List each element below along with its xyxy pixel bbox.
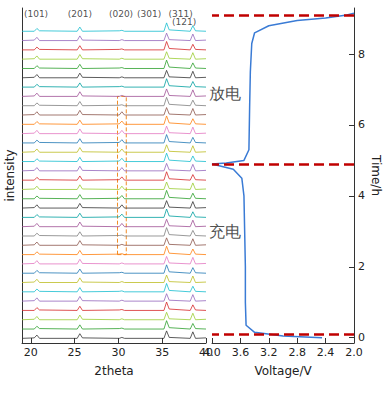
svg-text:2.4: 2.4: [317, 346, 335, 359]
svg-text:(101): (101): [24, 9, 48, 19]
svg-text:Voltage/V: Voltage/V: [254, 364, 312, 378]
svg-text:0: 0: [358, 331, 365, 344]
svg-text:2theta: 2theta: [94, 364, 133, 378]
svg-text:充电: 充电: [209, 222, 241, 241]
svg-text:35: 35: [155, 346, 169, 359]
svg-text:(311): (311): [168, 8, 193, 19]
svg-text:(020): (020): [109, 9, 133, 19]
svg-text:4: 4: [358, 189, 365, 202]
svg-text:intensity: intensity: [3, 149, 17, 201]
svg-text:2.8: 2.8: [288, 346, 306, 359]
svg-text:30: 30: [111, 346, 125, 359]
svg-text:8: 8: [358, 48, 365, 61]
svg-text:放电: 放电: [209, 84, 241, 103]
svg-text:Time/h: Time/h: [369, 154, 383, 196]
svg-text:(121): (121): [172, 17, 196, 27]
svg-text:6: 6: [358, 118, 365, 131]
svg-text:(201): (201): [68, 9, 92, 19]
svg-text:20: 20: [24, 346, 38, 359]
svg-text:2: 2: [358, 260, 365, 273]
svg-text:3.6: 3.6: [232, 346, 250, 359]
svg-text:25: 25: [68, 346, 82, 359]
svg-text:3.2: 3.2: [260, 346, 278, 359]
svg-text:2.0: 2.0: [345, 346, 363, 359]
svg-text:(301): (301): [137, 9, 161, 19]
svg-text:4.0: 4.0: [203, 346, 221, 359]
